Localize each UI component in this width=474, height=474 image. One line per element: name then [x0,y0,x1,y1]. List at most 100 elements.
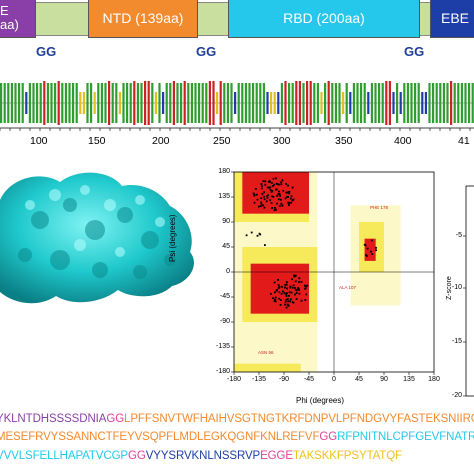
rama-point [290,298,292,301]
track-bar [262,83,265,123]
rama-point [298,289,300,291]
track-bar [10,83,13,123]
zscore-tick-label: -15 [451,338,462,345]
rama-y-tick-label: -135 [215,343,230,350]
track-bar [39,83,42,123]
ramachandran-plot [231,171,435,375]
track-bar [176,83,179,123]
rama-point [253,194,256,196]
track-bar [237,83,240,123]
track-bar [295,81,298,125]
rama-point [277,278,279,281]
sequence-segment: GG [128,450,146,462]
rama-y-tick-label: -180 [215,368,230,375]
track-bar [187,83,190,123]
zscore-tick-label: -10 [451,284,462,291]
track-bar [226,83,229,123]
rama-point [290,201,293,204]
rama-point [277,284,280,286]
track-bar [446,83,449,123]
rama-ylabel: Psi (degrees) [168,214,177,262]
rama-point [286,303,289,306]
rama-point [285,295,288,297]
sequence-segment: GG [106,413,125,425]
track-bar [370,83,373,123]
track-bar [43,81,46,125]
rama-point [281,286,283,288]
track-bar [115,83,118,123]
rama-point [366,247,369,250]
track-bar [28,83,31,123]
rama-point [281,179,284,182]
sequence-line-1: YKLNTDHSSSSDNIAGGLPFFSNVTWFHAIHVSGTNGTKR… [0,413,474,425]
rama-point [277,287,280,289]
sequence-segment: YKLNTDHSSSSDNIA [0,413,107,425]
track-bar [133,81,136,125]
rama-point [270,182,273,184]
rama-point [294,280,297,283]
rama-point [287,196,289,198]
sequence-segment: GG [319,431,338,443]
track-bar [410,83,413,123]
rama-point [274,207,276,209]
rama-point [293,274,295,277]
rama-point [273,281,276,284]
track-bar [75,83,78,123]
rama-point [291,199,294,202]
rama-point [370,250,372,253]
track-bar [417,83,420,123]
rama-point [284,303,286,306]
linker-2 [198,2,228,36]
rama-point [260,201,262,204]
rama-point [278,297,281,300]
track-bar [385,81,388,125]
track-bar [158,83,161,123]
rama-x-tick-label: -90 [278,376,290,383]
rama-annotation-ala107: ALA 107 [339,285,357,290]
track-bar [414,83,417,123]
track-bar [90,83,93,123]
rama-point [304,299,307,301]
rama-point [268,180,271,182]
rama-point [281,204,284,207]
rama-point [265,200,268,203]
rama-point [263,206,266,209]
gg-label-2: GG [196,44,217,59]
track-bar [453,83,456,123]
rama-point [262,204,265,207]
track-bar [248,83,251,123]
domain-rbd-label: RBD (200aa) [283,10,365,26]
rama-point [261,185,263,187]
track-bar [32,83,35,123]
rama-point [264,183,267,186]
rama-point [304,284,306,287]
rama-point [259,205,262,207]
rama-xlabel: Phi (degrees) [296,396,345,405]
rama-x-tick-label: 180 [428,376,440,383]
rama-point [284,286,286,289]
rama-x-tick-label: -180 [226,376,241,383]
rama-point [286,191,289,194]
zscore-tick-label: -20 [451,392,462,399]
sequence-line-2: MESEFRVYSSANNCTFEYVSQPFLMDLEGKQGNFKNLREF… [0,431,474,443]
domain-ebe: EBE [430,0,474,38]
rama-point [363,243,366,246]
sequence-segment: MESEFRVYSSANNCTFEYVSQPFLMDLEGKQGNFKNLREF… [0,431,320,443]
rama-point [278,183,280,186]
sequence-segment: VVVLSFELLHAPATVCGP [0,450,128,462]
rama-point [289,300,291,303]
track-bar [118,92,121,114]
track-tick-label: 300 [273,135,291,147]
track-bar [338,83,341,123]
track-bar [302,83,305,123]
track-bar [439,83,442,123]
rama-x-tick-label: 135 [403,376,415,383]
track-bar [309,81,312,125]
rama-point [371,253,374,255]
track-bar [298,81,301,125]
track-bar [0,83,3,123]
rama-point [255,193,258,196]
sequence-segment: EGGE [260,450,293,462]
domain-left-sublabel: aa) [0,17,19,32]
